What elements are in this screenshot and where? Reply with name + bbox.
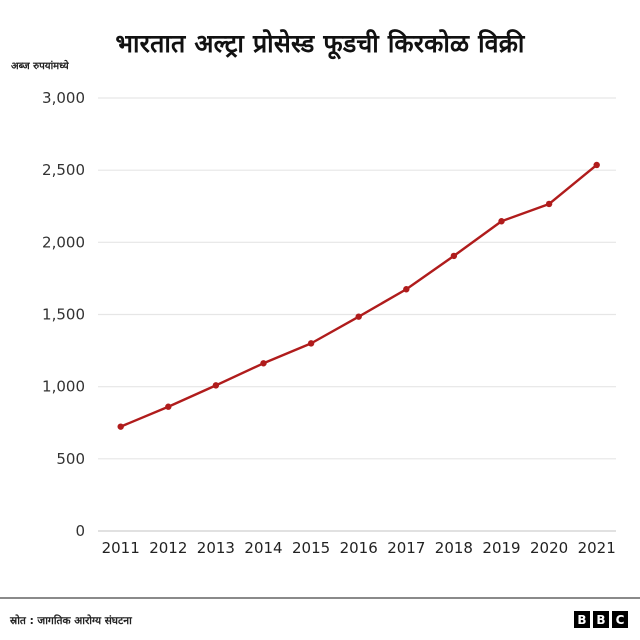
footer-divider [0,597,640,599]
bbc-logo-letter: C [612,611,628,628]
x-tick-label: 2020 [530,539,568,557]
x-tick-label: 2013 [197,539,235,557]
bbc-logo: B B C [574,611,628,628]
data-point [593,161,600,169]
x-tick-label: 2016 [340,539,378,557]
line-chart: 0 500 1,000 1,500 2,000 2,500 3,000 2011 2012 201… [42,89,616,557]
chart-title: भारतात अल्ट्रा प्रोसेस्ड फूडची किरकोळ वि… [115,29,525,58]
x-tick-label: 2021 [578,539,616,557]
x-tick-label: 2012 [149,539,187,557]
x-tick-label: 2015 [292,539,330,557]
y-tick-label: 2,500 [42,161,85,179]
y-tick-label: 2,000 [42,233,85,251]
data-point [355,313,362,320]
data-point [212,382,220,389]
y-tick-label: 1,500 [42,306,85,324]
x-tick-label: 2018 [435,539,473,557]
x-tick-label: 2017 [387,539,425,557]
data-point [403,286,410,293]
x-tick-label: 2011 [102,539,140,557]
data-point [498,218,505,225]
y-tick-label: 500 [56,450,85,468]
data-point [307,340,315,347]
data-point [117,423,124,430]
source-note: स्रोत : जागतिक आरोग्य संघटना [10,615,132,627]
bbc-logo-letter: B [593,611,609,628]
data-point [165,403,172,410]
data-point [545,200,553,208]
y-axis-unit-label: अब्ज रुपयांमध्ये [11,61,69,72]
y-tick-label: 3,000 [42,89,85,107]
x-tick-label: 2019 [482,539,520,557]
y-tick-label: 1,000 [42,378,85,396]
bbc-logo-letter: B [574,611,590,628]
data-line [120,164,598,428]
data-point [260,360,267,367]
data-point [450,252,458,260]
x-tick-label: 2014 [244,539,282,557]
y-tick-label: 0 [75,522,85,540]
